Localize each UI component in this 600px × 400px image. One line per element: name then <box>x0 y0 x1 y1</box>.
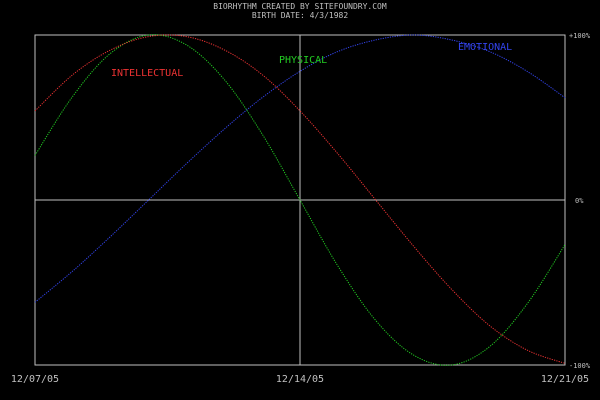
series-line-physical <box>34 34 566 366</box>
x-tick-label-mid: 12/14/05 <box>276 374 324 385</box>
y-tick-label-top: +100% <box>569 32 591 40</box>
series-label-emotional: EMOTIONAL <box>458 42 512 53</box>
series-line-emotional <box>34 34 566 303</box>
x-tick-label-start: 12/07/05 <box>11 374 59 385</box>
y-tick-label-bottom: -100% <box>569 362 591 370</box>
series-label-intellectual: INTELLECTUAL <box>111 68 183 79</box>
chart-subtitle: BIRTH DATE: 4/3/1982 <box>252 11 349 20</box>
x-tick-label-end: 12/21/05 <box>541 374 589 385</box>
series-layer <box>34 34 566 366</box>
series-line-intellectual <box>34 34 566 364</box>
y-tick-label-zero: 0% <box>575 197 584 205</box>
series-label-physical: PHYSICAL <box>279 55 327 66</box>
chart-title: BIORHYTHM CREATED BY SITEFOUNDRY.COM <box>213 2 387 11</box>
